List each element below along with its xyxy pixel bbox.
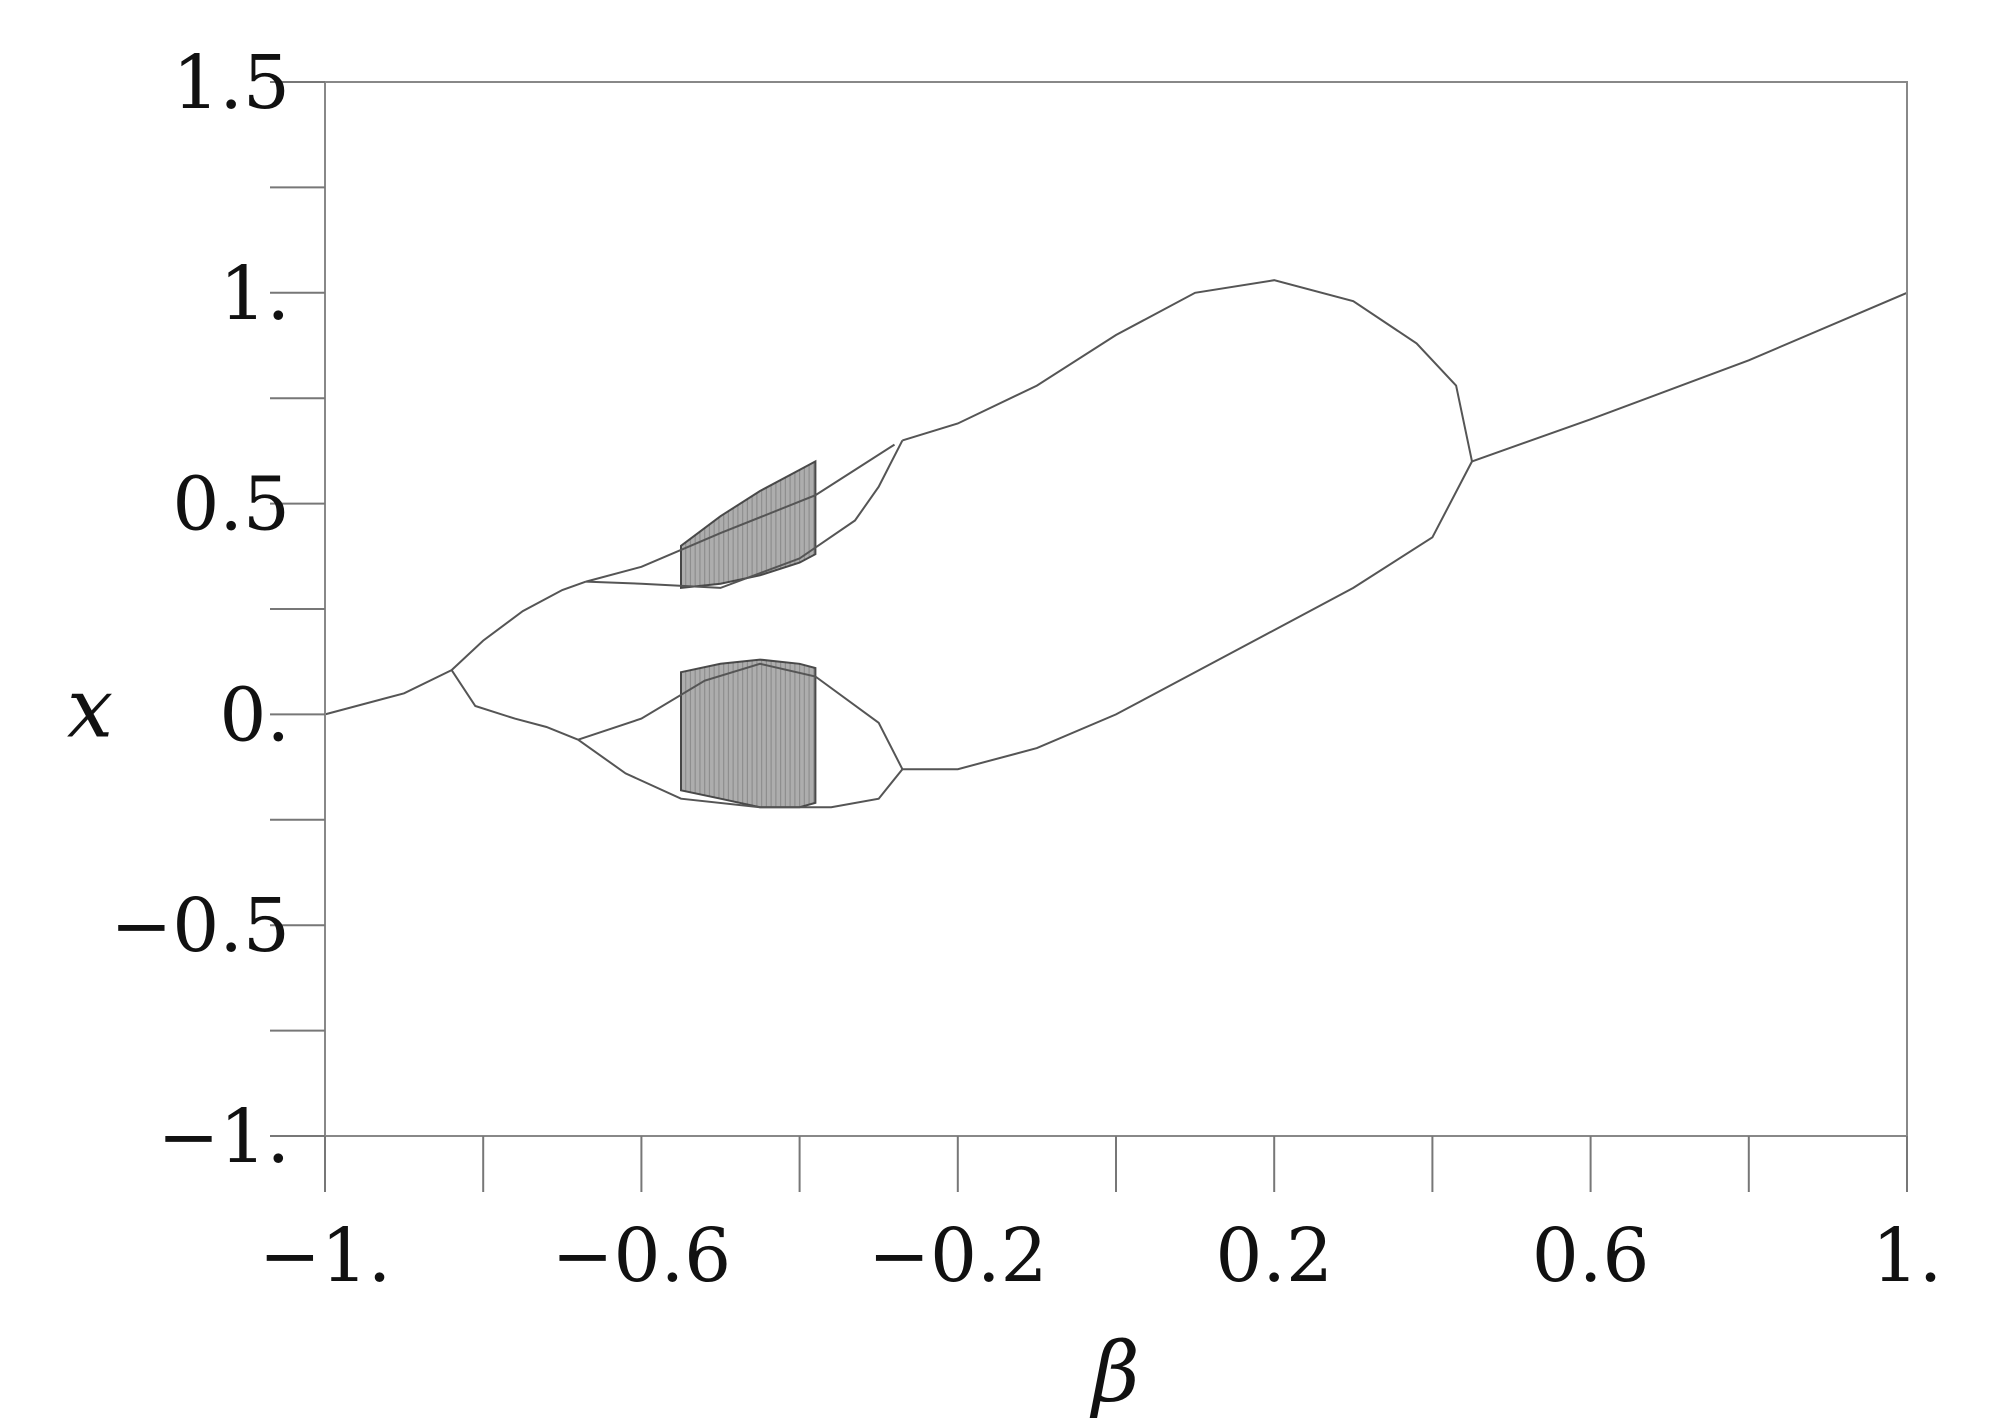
bifurcation-curves — [324, 279, 1908, 809]
y-tick-label: 0.5 — [172, 462, 290, 548]
y-tick-label: 0. — [219, 672, 290, 758]
bifurcation-branch — [450, 669, 579, 741]
x-tick-label: 0.2 — [1215, 1213, 1333, 1299]
chaotic-band — [680, 658, 817, 809]
bifurcation-branch — [902, 460, 1473, 771]
bifurcation-branch — [577, 662, 904, 770]
x-tick-label: −0.2 — [868, 1213, 1048, 1299]
x-ticks: −1. −0.6 −0.2 0.2 0.6 1. — [259, 1136, 1943, 1299]
x-axis-label: β — [1089, 1326, 1139, 1419]
bifurcation-branch — [585, 439, 904, 589]
x-tick-label: 0.6 — [1532, 1213, 1650, 1299]
bifurcation-branch — [902, 279, 1473, 462]
bifurcation-branch — [585, 443, 896, 583]
bifurcation-branch — [1471, 291, 1908, 463]
bifurcation-branch — [324, 669, 453, 716]
y-tick-label: −1. — [157, 1094, 290, 1180]
chaotic-band — [680, 459, 817, 590]
y-tick-label: −0.5 — [110, 883, 290, 969]
chaotic-bands — [680, 459, 817, 809]
x-tick-label: −1. — [259, 1213, 392, 1299]
y-axis-label: x — [67, 661, 113, 756]
bifurcation-branch — [577, 738, 904, 809]
y-ticks: −1. −0.5 0. 0.5 1. 1.5 — [110, 40, 325, 1180]
y-tick-label: 1.5 — [172, 40, 290, 126]
y-tick-label: 1. — [219, 251, 290, 337]
x-tick-label: 1. — [1872, 1213, 1943, 1299]
plot-frame — [324, 81, 1908, 1137]
bifurcation-branch — [450, 580, 587, 671]
x-tick-label: −0.6 — [552, 1213, 732, 1299]
